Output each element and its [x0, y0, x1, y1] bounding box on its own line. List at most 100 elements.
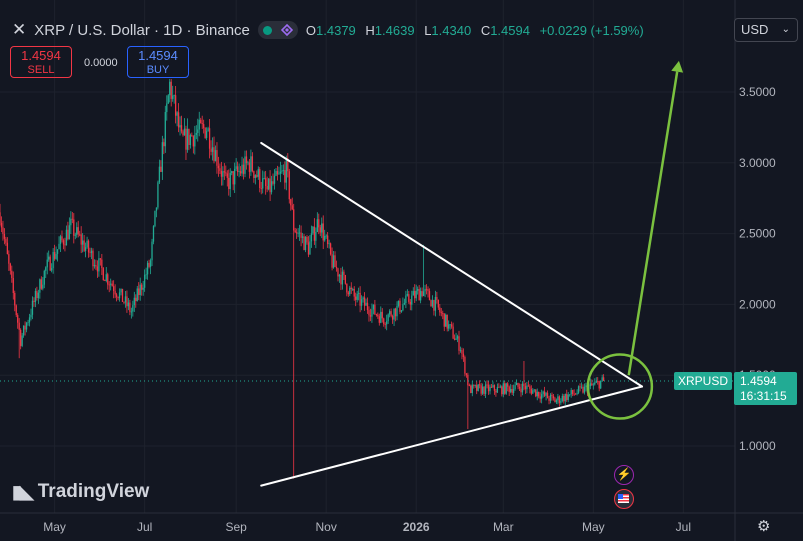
symbol-title[interactable]: XRP / U.S. Dollar · 1D · Binance [34, 21, 250, 39]
candle-body [129, 302, 131, 312]
candle-body [465, 373, 468, 375]
candle-body [148, 262, 150, 267]
candle-body [436, 296, 438, 300]
candle-body [48, 256, 50, 260]
candle-body [238, 171, 240, 173]
spread-value: 0.0000 [84, 57, 118, 69]
candle-body [276, 171, 279, 175]
candle-body [120, 288, 122, 293]
candle-body [496, 387, 499, 393]
drawing-annotations[interactable] [260, 60, 684, 487]
candle-body [470, 385, 472, 394]
candle-body [558, 396, 561, 403]
candle-body [515, 382, 518, 386]
open-label: O [305, 22, 317, 38]
candle-body [67, 229, 69, 240]
candle-body [266, 185, 268, 190]
candle-body [499, 386, 501, 388]
candle-body [386, 321, 388, 325]
candle-body [96, 266, 99, 272]
price-tick-label: 1.0000 [739, 439, 776, 453]
candle-body [251, 156, 254, 172]
visibility-icon[interactable] [262, 25, 272, 35]
candle-body [192, 136, 194, 147]
candle-body [273, 175, 276, 184]
candle-body [235, 166, 237, 169]
candle-body [580, 386, 583, 388]
indicator-icon[interactable] [281, 24, 294, 36]
upper-trendline[interactable] [260, 141, 644, 388]
candle-body [194, 134, 196, 147]
candle-body [53, 252, 56, 259]
candle-body [452, 326, 454, 339]
time-axis[interactable]: May Jul Sep Nov 2026 Mar May Jul [0, 512, 803, 534]
indicator-pill[interactable] [257, 21, 298, 39]
dividend-event-icon[interactable]: ⚡ [614, 465, 634, 485]
candle-body [573, 393, 575, 395]
candle-body [493, 385, 496, 391]
candle-body [83, 240, 85, 251]
close-label: C [480, 22, 491, 38]
projection-arrow-head[interactable] [671, 60, 684, 73]
candle-body [338, 274, 341, 277]
candle-body [0, 212, 1, 223]
sell-button[interactable]: 1.4594 SELL [10, 46, 72, 78]
candle-body [219, 168, 221, 171]
candle-body [582, 386, 584, 393]
candle-body [127, 302, 130, 307]
gear-icon[interactable]: ⚙ [757, 518, 771, 535]
lower-trendline[interactable] [260, 385, 644, 487]
candle-body [479, 384, 481, 386]
projection-arrow-shaft[interactable] [627, 71, 679, 376]
candle-body [0, 222, 3, 228]
candle-body [298, 232, 301, 234]
highlight-circle[interactable] [586, 353, 654, 420]
candle-body [74, 234, 76, 236]
candle-body [312, 226, 314, 234]
candle-body [524, 386, 527, 390]
candle-body [58, 243, 60, 250]
candle-body [185, 128, 187, 150]
candle-body [90, 250, 93, 253]
us-flag-canton [618, 494, 623, 499]
candle-body [130, 311, 133, 313]
tradingview-logo[interactable]: ▮◣ TradingView [12, 481, 149, 503]
currency-select[interactable]: USD ⌄ [734, 18, 798, 42]
candle-body [363, 297, 366, 306]
low-label: L [424, 22, 432, 38]
candle-body [245, 156, 248, 164]
open-value: 1.4379 [316, 22, 356, 38]
candle-body [279, 171, 282, 174]
candle-body [508, 386, 510, 392]
candle-body [511, 388, 513, 393]
candle-body [532, 390, 534, 394]
candle-body [104, 280, 106, 281]
candle-body [518, 386, 521, 389]
candle-body [327, 235, 329, 245]
candle-body [239, 171, 242, 174]
candle-body [405, 295, 407, 304]
candle-body [414, 291, 416, 299]
candle-body [359, 292, 361, 306]
candle-body [18, 322, 20, 330]
candle-body [318, 219, 320, 228]
candle-body [163, 142, 165, 147]
candle-body [341, 271, 344, 285]
candle-body [93, 265, 96, 267]
candle-body [105, 274, 107, 281]
candle-body [459, 350, 462, 351]
candle-body [350, 287, 352, 290]
candle-body [211, 147, 214, 152]
candle-body [563, 395, 565, 402]
candle-body [244, 156, 246, 174]
candle-body [512, 389, 515, 393]
candle-body [520, 388, 522, 393]
buy-button[interactable]: 1.4594 BUY [127, 46, 189, 78]
tradingview-logo-icon: ▮◣ [12, 481, 34, 502]
us-flag-event-icon[interactable] [614, 489, 634, 509]
close-icon[interactable]: ✕ [12, 20, 27, 39]
candle-body [486, 384, 488, 386]
candle-body [592, 384, 594, 386]
